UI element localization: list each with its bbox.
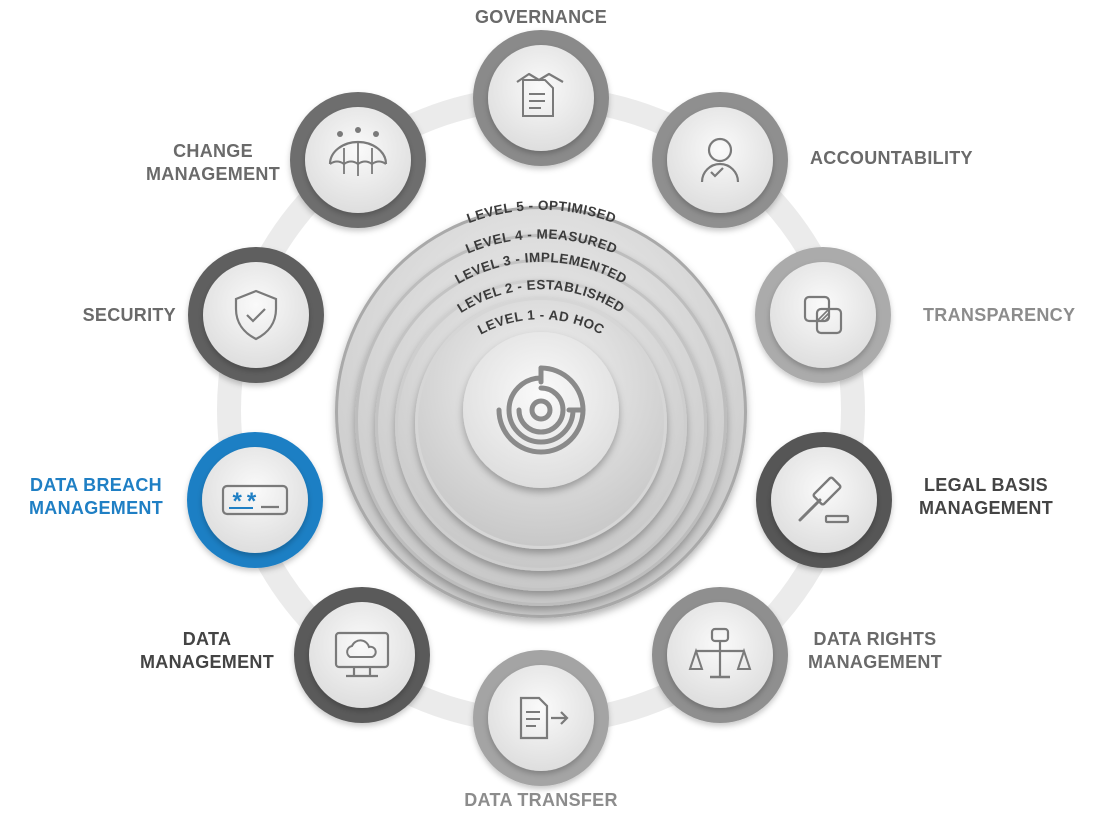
label-accountability: ACCOUNTABILITY — [810, 148, 973, 168]
label-legal-basis-management: LEGAL BASIS MANAGEMENT — [919, 475, 1053, 518]
node-legal-basis-management[interactable] — [756, 432, 892, 568]
node-data-rights-management[interactable] — [652, 587, 788, 723]
node-data-breach-management[interactable]: ** — [187, 432, 323, 568]
label-data-rights-management: DATA RIGHTS MANAGEMENT — [808, 629, 942, 672]
label-data-transfer: DATA TRANSFER — [464, 790, 618, 810]
overlapping-squares-icon — [803, 295, 843, 335]
label-change-management: CHANGE MANAGEMENT — [146, 141, 280, 184]
handshake-document-icon — [516, 72, 564, 117]
label-transparency: TRANSPARENCY — [923, 305, 1076, 325]
node-data-transfer[interactable] — [473, 650, 609, 786]
node-face — [488, 45, 594, 151]
gavel-icon — [798, 476, 850, 524]
node-accountability[interactable] — [652, 92, 788, 228]
node-data-management[interactable] — [294, 587, 430, 723]
scales-fist-icon — [688, 627, 752, 679]
core-disc — [463, 332, 619, 488]
shield-check-icon — [234, 289, 278, 341]
user-check-icon — [700, 137, 740, 183]
node-transparency[interactable] — [755, 247, 891, 383]
node-security[interactable] — [188, 247, 324, 383]
node-face — [202, 447, 308, 553]
level-stack — [335, 206, 747, 618]
node-face — [771, 447, 877, 553]
node-face — [488, 665, 594, 771]
label-data-breach-management: DATA BREACH MANAGEMENT — [29, 475, 163, 518]
maturity-target-icon — [496, 365, 586, 455]
document-arrow-icon — [519, 696, 569, 740]
node-change-management[interactable] — [290, 92, 426, 228]
password-field-icon: ** — [221, 484, 289, 518]
node-face — [203, 262, 309, 368]
label-governance: GOVERNANCE — [474, 7, 608, 27]
label-security: SECURITY — [82, 305, 176, 325]
cloud-monitor-icon — [334, 631, 390, 678]
node-governance[interactable] — [473, 30, 609, 166]
label-data-management: DATA MANAGEMENT — [140, 629, 274, 672]
node-face — [309, 602, 415, 708]
svg-text:**: ** — [230, 491, 259, 518]
umbrella-people-icon — [328, 127, 388, 176]
